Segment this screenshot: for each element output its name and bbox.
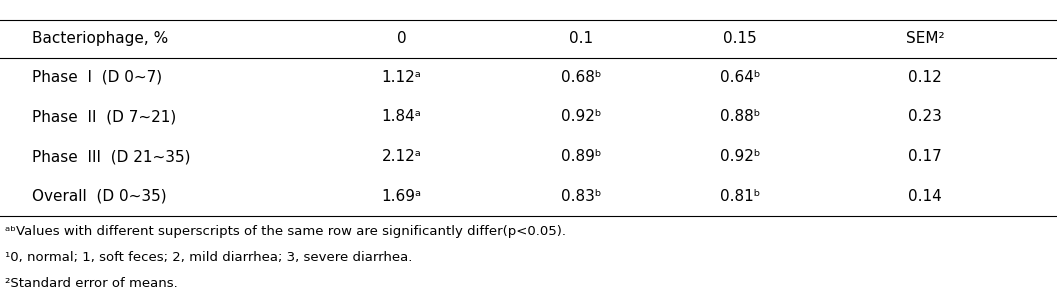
Text: 1.69ᵃ: 1.69ᵃ: [382, 189, 422, 204]
Text: 0.68ᵇ: 0.68ᵇ: [561, 70, 601, 85]
Text: Bacteriophage, %: Bacteriophage, %: [32, 31, 168, 46]
Text: 0.23: 0.23: [908, 109, 942, 125]
Text: 0.1: 0.1: [570, 31, 593, 46]
Text: 2.12ᵃ: 2.12ᵃ: [382, 149, 422, 164]
Text: 0: 0: [396, 31, 407, 46]
Text: ᵃᵇValues with different superscripts of the same row are significantly differ(p<: ᵃᵇValues with different superscripts of …: [5, 225, 567, 238]
Text: ²Standard error of means.: ²Standard error of means.: [5, 277, 178, 290]
Text: 0.89ᵇ: 0.89ᵇ: [561, 149, 601, 164]
Text: Phase  II  (D 7~21): Phase II (D 7~21): [32, 109, 175, 125]
Text: 0.83ᵇ: 0.83ᵇ: [561, 189, 601, 204]
Text: 0.64ᵇ: 0.64ᵇ: [720, 70, 760, 85]
Text: Overall  (D 0~35): Overall (D 0~35): [32, 189, 166, 204]
Text: 1.84ᵃ: 1.84ᵃ: [382, 109, 422, 125]
Text: 0.17: 0.17: [908, 149, 942, 164]
Text: 0.92ᵇ: 0.92ᵇ: [720, 149, 760, 164]
Text: 0.12: 0.12: [908, 70, 942, 85]
Text: Phase  III  (D 21~35): Phase III (D 21~35): [32, 149, 190, 164]
Text: 0.81ᵇ: 0.81ᵇ: [720, 189, 760, 204]
Text: SEM²: SEM²: [906, 31, 944, 46]
Text: 1.12ᵃ: 1.12ᵃ: [382, 70, 422, 85]
Text: 0.14: 0.14: [908, 189, 942, 204]
Text: 0.92ᵇ: 0.92ᵇ: [561, 109, 601, 125]
Text: 0.88ᵇ: 0.88ᵇ: [720, 109, 760, 125]
Text: 0.15: 0.15: [723, 31, 757, 46]
Text: Phase  I  (D 0~7): Phase I (D 0~7): [32, 70, 162, 85]
Text: ¹0, normal; 1, soft feces; 2, mild diarrhea; 3, severe diarrhea.: ¹0, normal; 1, soft feces; 2, mild diarr…: [5, 251, 412, 264]
